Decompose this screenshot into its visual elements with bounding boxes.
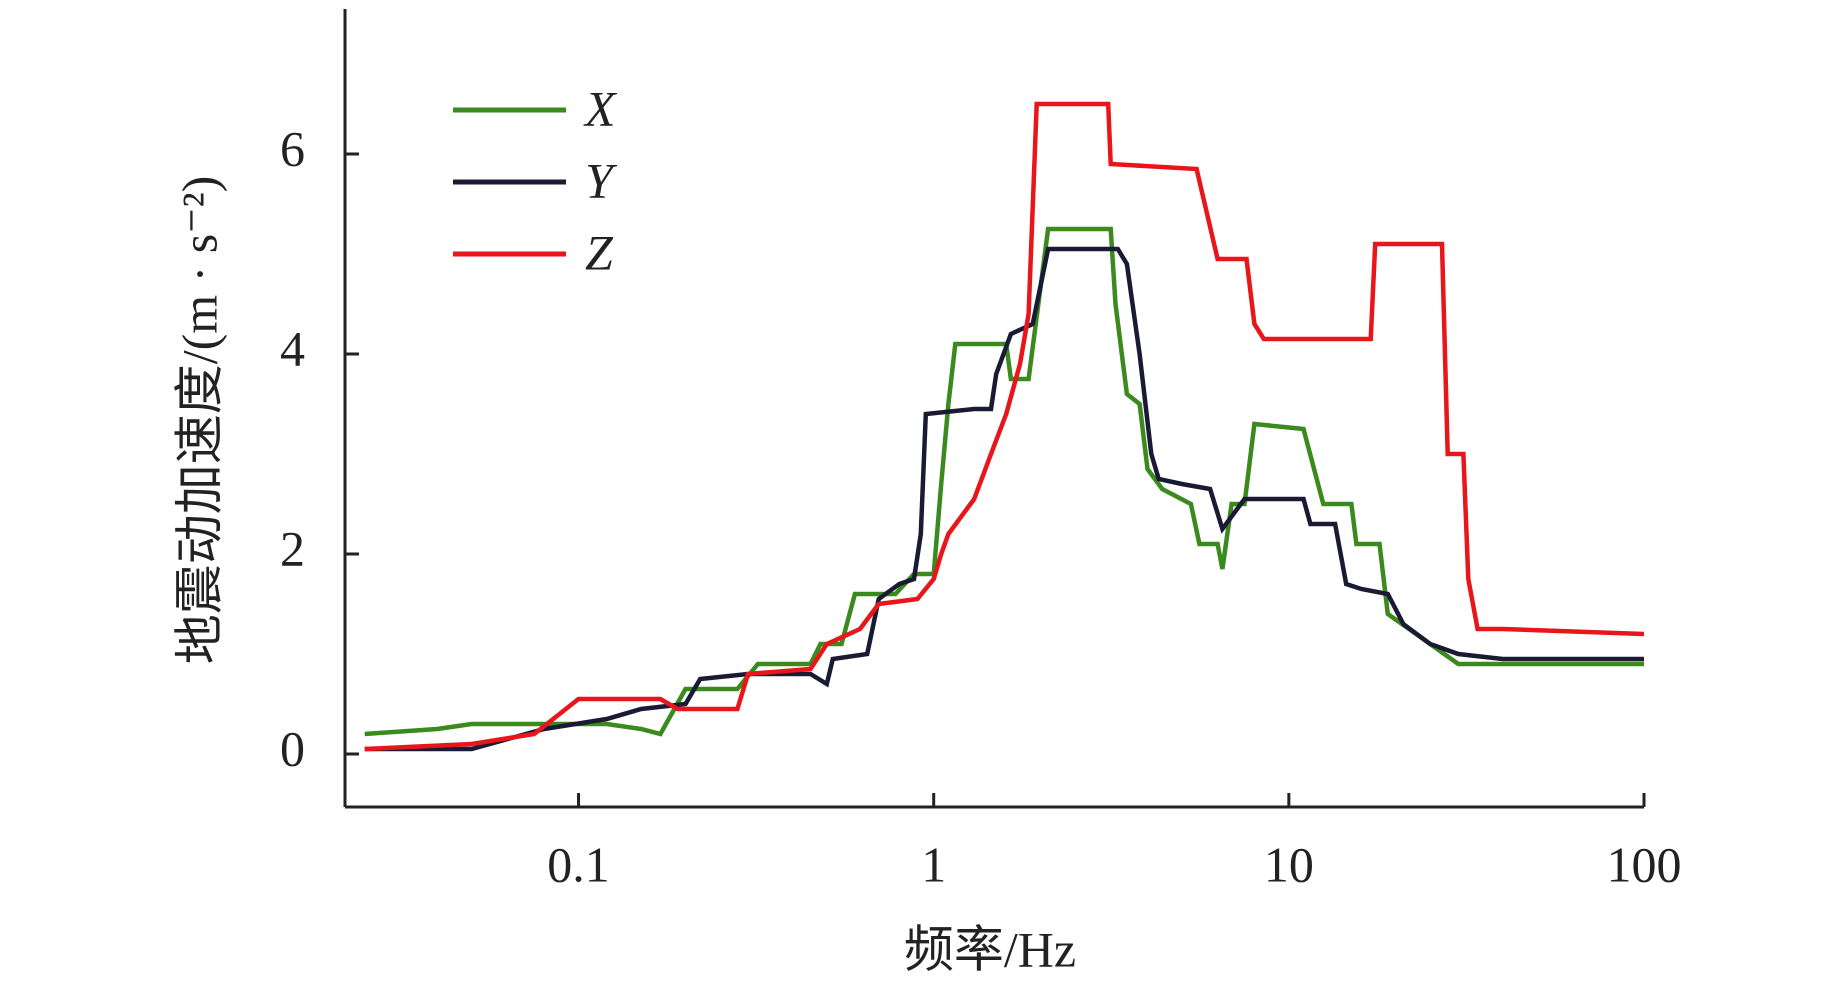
x-tick-label: 100 <box>1607 836 1682 892</box>
series-line <box>364 101 1645 752</box>
legend-label: Z <box>585 224 614 280</box>
x-axis-label: 频率/Hz <box>904 921 1076 977</box>
y-axis-label: 地震动加速度/(m · s⁻²) <box>171 176 227 665</box>
series-line <box>364 246 1644 752</box>
series-line <box>364 226 1644 737</box>
y-tick-label: 4 <box>280 320 305 376</box>
x-tick-label: 10 <box>1264 836 1314 892</box>
legend-label: X <box>583 80 618 136</box>
y-tick-label: 0 <box>280 720 305 776</box>
x-tick-label: 0.1 <box>547 836 610 892</box>
y-tick-label: 2 <box>280 520 305 576</box>
y-tick-label: 6 <box>280 120 305 176</box>
legend-label: Y <box>585 152 618 208</box>
x-tick-label: 1 <box>921 836 946 892</box>
